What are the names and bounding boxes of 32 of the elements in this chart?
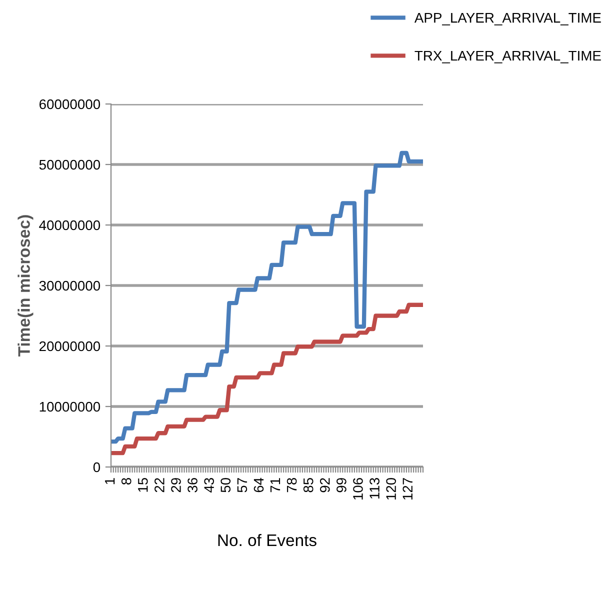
y-tick-label: 40000000 — [39, 220, 100, 230]
x-tick-label: 113 — [370, 478, 380, 499]
x-tick-label: 1 — [105, 478, 115, 484]
x-tick-label: 8 — [121, 478, 132, 485]
y-tick-label: 20000000 — [39, 341, 100, 352]
x-tick-label: 29 — [171, 478, 181, 492]
y-tick-label: 60000000 — [40, 99, 100, 110]
x-tick-label: 85 — [303, 478, 314, 492]
y-tick-label: 10000000 — [40, 402, 100, 412]
x-tick-label: 57 — [237, 478, 248, 492]
y-axis-title: Time(in microsec) — [18, 215, 34, 356]
x-tick-label: 15 — [138, 478, 148, 492]
x-tick-label: 22 — [154, 478, 164, 492]
x-tick-label: 43 — [204, 478, 214, 493]
x-tick-label: 71 — [270, 478, 280, 492]
y-tick-label: 0 — [93, 462, 100, 472]
legend-label: APP_LAYER_ARRIVAL_TIME — [414, 13, 601, 26]
x-tick-label: 99 — [336, 478, 346, 492]
x-tick-label: 92 — [320, 478, 330, 492]
x-tick-label: 50 — [220, 478, 231, 492]
y-tick-label: 30000000 — [39, 280, 100, 291]
x-tick-label: 64 — [254, 478, 264, 492]
x-tick-label: 106 — [353, 478, 363, 500]
x-tick-label: 120 — [386, 478, 396, 500]
y-tick-label: 50000000 — [39, 160, 100, 170]
x-axis-title: No. of Events — [218, 534, 316, 546]
x-tick-label: 36 — [188, 478, 198, 492]
line-series — [111, 302, 423, 456]
x-tick-label: 78 — [286, 478, 297, 492]
line-series — [111, 150, 423, 444]
legend-label: TRX_LAYER_ARRIVAL_TIME — [414, 50, 601, 64]
x-tick-label: 127 — [402, 478, 412, 500]
